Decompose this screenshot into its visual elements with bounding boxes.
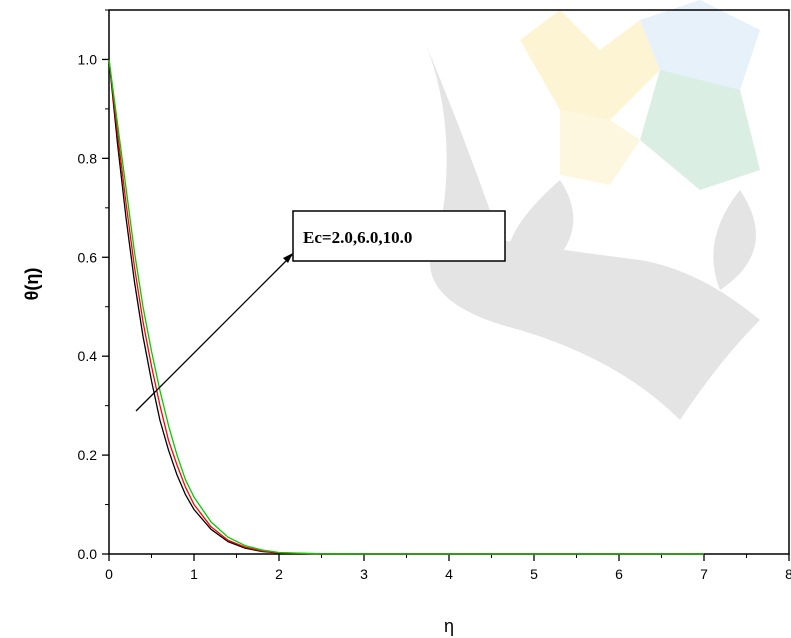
ticks: 0 1 2 3 4 5 6 7 8 0.0 0.2 0.4 0.6 0.8 1.0 [78,9,791,582]
annotation-label: Ec=2.0,6.0,10.0 [303,228,412,247]
annotation-arrowhead [283,253,293,263]
y-tick-label: 0.6 [78,249,98,265]
x-tick-label: 4 [445,566,453,582]
y-tick-label: 0.0 [78,546,98,562]
x-tick-label: 2 [275,566,283,582]
x-axis-title: η [444,616,454,636]
x-tick-label: 7 [700,566,708,582]
y-tick-label: 0.8 [78,150,98,166]
x-tick-label: 5 [530,566,538,582]
watermark-logo [420,0,760,420]
series-layer [108,59,704,555]
y-tick-label: 0.4 [78,348,98,364]
y-axis-title: θ(η) [22,268,42,301]
x-tick-label: 1 [190,566,198,582]
y-tick-label: 1.0 [78,51,98,67]
annotation: Ec=2.0,6.0,10.0 [135,210,506,412]
series-line-3 [108,59,704,555]
x-tick-label: 6 [615,566,623,582]
x-tick-label: 3 [360,566,368,582]
x-tick-label: 8 [785,566,791,582]
y-tick-label: 0.2 [78,447,98,463]
annotation-arrow-line [135,254,293,412]
annotation-box [292,210,506,262]
x-tick-label: 0 [105,566,113,582]
